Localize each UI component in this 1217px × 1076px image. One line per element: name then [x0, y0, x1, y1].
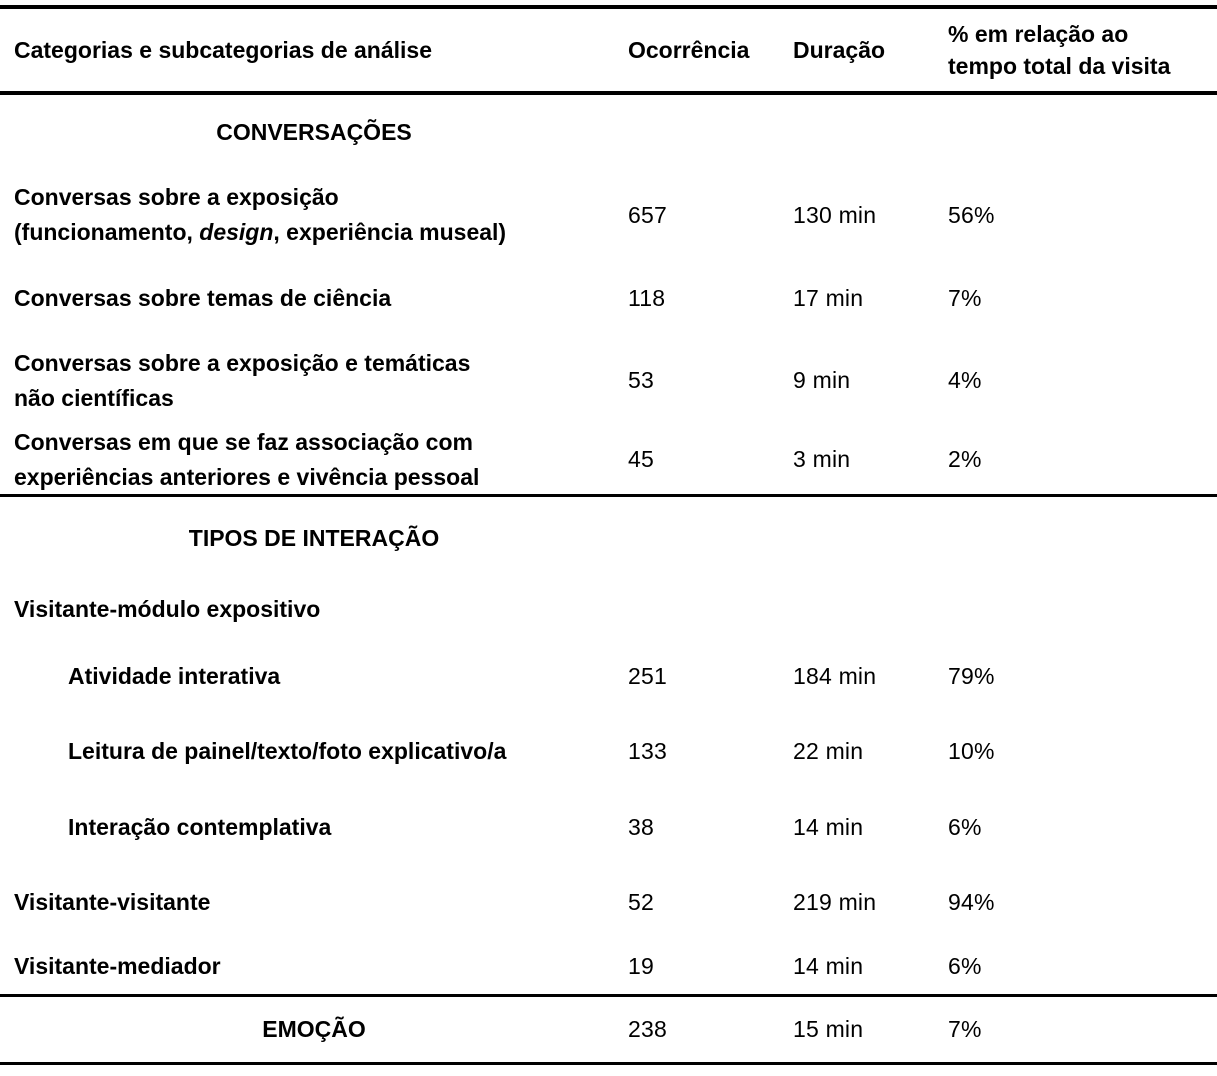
duration-value: 14 min: [793, 813, 864, 840]
table-row-conversas-exposicao: Conversas sobre a exposição (funcionamen…: [0, 170, 1217, 260]
section-title-tipos-interacao: TIPOS DE INTERAÇÃO: [188, 525, 440, 551]
duration-value: 17 min: [793, 284, 864, 311]
percent-value: 2%: [948, 446, 982, 472]
table-header-row: Categorias e subcategorias de análise Oc…: [0, 9, 1217, 91]
table-row-emocao: EMOÇÃO 238 15 min 7%: [0, 997, 1217, 1062]
occurrence-value: 53: [628, 367, 654, 393]
occurrence-value: 45: [628, 446, 654, 472]
occurrence-value: 133: [628, 737, 667, 764]
duration-value: 219 min: [793, 889, 877, 915]
row-label: Visitante-visitante: [14, 889, 211, 915]
row-label: Atividade interativa: [68, 663, 281, 689]
occurrence-value: 19: [628, 952, 654, 979]
table-row-temas-ciencia: Conversas sobre temas de ciência 118 17 …: [0, 260, 1217, 336]
section-title-conversacoes: CONVERSAÇÕES: [216, 119, 412, 145]
row-label: Visitante-mediador: [14, 952, 221, 979]
header-rule: [0, 91, 1217, 95]
section-row-conversacoes: CONVERSAÇÕES: [0, 95, 1217, 170]
section-rule-1: [0, 494, 1217, 497]
top-rule: [0, 5, 1217, 9]
percent-value: 79%: [948, 663, 995, 689]
section-rule-2: [0, 994, 1217, 997]
row-label: Conversas em que se faz associação com e…: [14, 428, 480, 490]
section-title-emocao: EMOÇÃO: [262, 1016, 366, 1042]
occurrence-value: 657: [628, 201, 667, 228]
percent-value: 56%: [948, 201, 995, 228]
col-header-categories: Categorias e subcategorias de análise: [14, 36, 433, 63]
row-label: Conversas sobre a exposição (funcionamen…: [14, 184, 507, 245]
col-header-duration: Duração: [793, 36, 886, 63]
occurrence-value: 38: [628, 813, 654, 840]
percent-value: 6%: [948, 813, 982, 840]
section-row-tipos-interacao: TIPOS DE INTERAÇÃO: [0, 497, 1217, 580]
col-header-percent-line1: % em relação ao: [948, 21, 1129, 47]
col-header-percent-line2: tempo total da visita: [948, 53, 1171, 79]
col-header-percent: % em relação ao tempo total da visita: [948, 18, 1217, 82]
design-italic-word: design: [199, 219, 274, 245]
table-row-tematicas-nao-cientificas: Conversas sobre a exposição e temáticas …: [0, 336, 1217, 425]
percent-value: 10%: [948, 737, 995, 764]
row-label: Leitura de painel/texto/foto explicativo…: [68, 737, 507, 764]
col-header-occurrence: Ocorrência: [628, 36, 750, 63]
occurrence-value: 118: [628, 284, 666, 311]
row-label: Visitante-módulo expositivo: [14, 595, 321, 622]
percent-value: 7%: [948, 284, 982, 311]
duration-value: 15 min: [793, 1016, 864, 1042]
duration-value: 9 min: [793, 367, 851, 393]
table-row-atividade-interativa: Atividade interativa 251 184 min 79%: [0, 638, 1217, 715]
percent-value: 7%: [948, 1016, 982, 1042]
row-label: Conversas sobre temas de ciência: [14, 284, 392, 311]
row-label: Interação contemplativa: [68, 813, 332, 840]
duration-value: 14 min: [793, 952, 864, 979]
table-row-visitante-mediador: Visitante-mediador 19 14 min 6%: [0, 938, 1217, 994]
duration-value: 130 min: [793, 201, 877, 228]
row-label: Conversas sobre a exposição e temáticas …: [14, 349, 471, 411]
percent-value: 94%: [948, 889, 995, 915]
duration-value: 3 min: [793, 446, 851, 472]
table-row-interacao-contemplativa: Interação contemplativa 38 14 min 6%: [0, 787, 1217, 867]
table-row-leitura-painel: Leitura de painel/texto/foto explicativo…: [0, 715, 1217, 787]
table-row-visitante-visitante: Visitante-visitante 52 219 min 94%: [0, 867, 1217, 938]
table-row-visitante-modulo: Visitante-módulo expositivo: [0, 580, 1217, 638]
occurrence-value: 238: [628, 1016, 667, 1042]
occurrence-value: 251: [628, 663, 667, 689]
bottom-rule: [0, 1062, 1217, 1065]
duration-value: 22 min: [793, 737, 864, 764]
percent-value: 6%: [948, 952, 982, 979]
occurrence-value: 52: [628, 889, 654, 915]
percent-value: 4%: [948, 367, 982, 393]
table-row-associacao-experiencias: Conversas em que se faz associação com e…: [0, 425, 1217, 494]
duration-value: 184 min: [793, 663, 877, 689]
